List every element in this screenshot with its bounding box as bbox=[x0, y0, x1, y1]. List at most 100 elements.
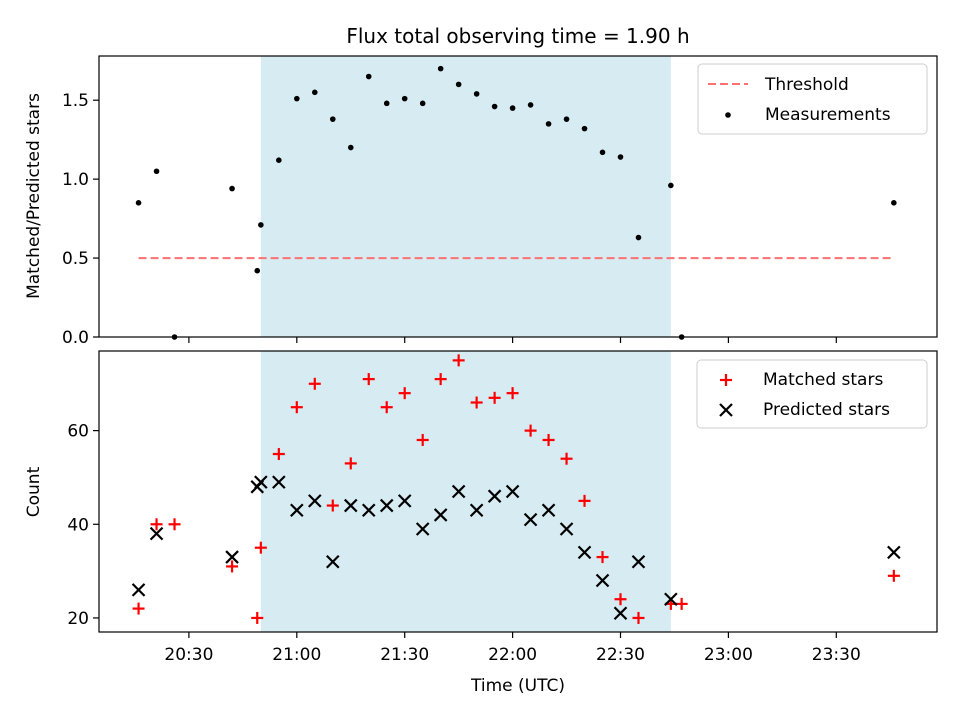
measurement-point bbox=[545, 121, 552, 127]
predicted-star-point bbox=[451, 484, 466, 499]
predicted-star-point bbox=[487, 489, 502, 503]
measurements-legend-swatch bbox=[725, 112, 731, 118]
matched-star-point bbox=[614, 593, 627, 606]
matched-star-point bbox=[506, 387, 519, 400]
measurement-point bbox=[563, 116, 570, 122]
predicted-star-point bbox=[887, 545, 901, 560]
x-tick-label: 23:00 bbox=[704, 645, 753, 665]
x-tick-label: 22:30 bbox=[596, 645, 645, 665]
predicted-star-point bbox=[254, 475, 268, 489]
matched-star-point bbox=[251, 611, 264, 624]
measurement-point bbox=[254, 267, 261, 274]
measurement-point bbox=[491, 103, 498, 110]
predicted-stars-legend-swatch bbox=[719, 403, 733, 417]
predicted-star-point bbox=[469, 503, 484, 518]
measurement-point bbox=[527, 102, 534, 108]
predicted-star-point bbox=[290, 503, 304, 518]
measurement-point bbox=[153, 168, 160, 175]
matched-stars-legend-label: Matched stars bbox=[763, 370, 883, 390]
bottom-axes-frame bbox=[98, 350, 938, 633]
matched-star-point bbox=[254, 541, 267, 554]
predicted-star-point bbox=[379, 498, 394, 513]
predicted-star-point bbox=[131, 583, 146, 597]
predicted-star-point bbox=[523, 512, 538, 527]
matched-star-point bbox=[488, 391, 501, 404]
measurement-point bbox=[329, 116, 336, 122]
x-tick-label: 22:00 bbox=[488, 645, 537, 665]
measurement-point bbox=[599, 149, 606, 156]
measurement-point bbox=[473, 91, 480, 97]
bottom-panel: 20:30 21:00 21:30 22:00 22:30 23:00 23:30 20 40… bbox=[24, 350, 938, 696]
top-y-tick-label: 1.5 bbox=[62, 91, 89, 111]
matched-star-point bbox=[150, 518, 163, 531]
measurement-point bbox=[229, 185, 235, 192]
measurement-point bbox=[347, 144, 354, 151]
predicted-star-point bbox=[343, 498, 358, 513]
predicted-star-point bbox=[433, 508, 448, 522]
matched-star-point bbox=[398, 387, 411, 400]
matched-star-point bbox=[452, 354, 465, 367]
measurement-point bbox=[437, 65, 444, 72]
predicted-star-point bbox=[559, 522, 574, 536]
measurement-point bbox=[294, 95, 300, 102]
matched-star-point bbox=[132, 602, 145, 615]
matched-star-point bbox=[416, 433, 429, 446]
matched-stars-legend-swatch bbox=[720, 374, 732, 386]
top-y-tick-label: 0.0 bbox=[62, 328, 89, 348]
matched-star-point bbox=[578, 494, 591, 507]
predicted-star-point bbox=[272, 475, 286, 489]
matched-star-point bbox=[542, 433, 555, 446]
matched-star-point bbox=[326, 499, 339, 512]
predicted-star-point bbox=[361, 503, 376, 518]
x-tick-label: 21:00 bbox=[272, 645, 321, 665]
bottom-y-tick-label: 20 bbox=[67, 609, 89, 629]
measurement-point bbox=[401, 95, 408, 102]
measurement-point bbox=[419, 100, 426, 107]
measurement-point bbox=[365, 73, 372, 80]
matched-star-point bbox=[272, 448, 285, 461]
bottom-y-tick-label: 40 bbox=[67, 515, 89, 535]
predicted-stars-legend-label: Predicted stars bbox=[763, 400, 890, 420]
predicted-star-point bbox=[505, 484, 520, 499]
predicted-star-point bbox=[595, 573, 610, 588]
matched-star-point bbox=[596, 551, 609, 564]
bottom-shaded-span bbox=[260, 351, 671, 632]
top-y-tick-label: 1.0 bbox=[62, 170, 89, 190]
predicted-star-point bbox=[664, 592, 678, 606]
matched-star-point bbox=[887, 569, 900, 582]
top-y-axis-label: Matched/Predicted stars bbox=[24, 93, 44, 299]
matched-star-point bbox=[226, 560, 239, 573]
top-y-tick-label: 0.5 bbox=[62, 249, 89, 269]
matched-star-point bbox=[168, 518, 181, 531]
chart-title: Flux total observing time = 1.90 h bbox=[346, 24, 689, 48]
measurement-point bbox=[635, 234, 642, 241]
x-axis-label: Time (UTC) bbox=[470, 676, 565, 696]
matched-star-point bbox=[308, 377, 321, 390]
bottom-legend: Matched stars Predicted stars bbox=[696, 359, 928, 429]
measurement-point bbox=[383, 100, 390, 107]
matched-star-point bbox=[362, 373, 375, 386]
x-tick-label: 21:30 bbox=[380, 645, 429, 665]
measurements-legend-label: Measurements bbox=[765, 105, 891, 125]
threshold-legend-label: Threshold bbox=[764, 75, 849, 95]
predicted-star-point bbox=[577, 545, 592, 560]
measurement-point bbox=[617, 154, 624, 160]
top-axes-frame bbox=[98, 55, 938, 338]
predicted-star-point bbox=[308, 494, 322, 508]
measurement-point bbox=[135, 200, 142, 206]
matched-star-point bbox=[470, 396, 483, 409]
measurement-point bbox=[455, 81, 462, 88]
predicted-star-point bbox=[541, 503, 556, 518]
measurement-point bbox=[258, 222, 264, 228]
predicted-star-point bbox=[415, 522, 430, 536]
top-panel: 0.0 0.5 1.0 1.5 Matched/Predicted stars Thr… bbox=[24, 55, 938, 348]
matched-star-point bbox=[380, 401, 393, 414]
measurement-point bbox=[891, 200, 897, 206]
matched-star-point bbox=[524, 424, 537, 437]
x-tick-label: 20:30 bbox=[164, 645, 213, 665]
top-legend: Threshold Measurements bbox=[697, 63, 928, 135]
top-shaded-span bbox=[260, 56, 671, 337]
predicted-star-point bbox=[631, 554, 646, 569]
measurement-point bbox=[668, 182, 674, 189]
